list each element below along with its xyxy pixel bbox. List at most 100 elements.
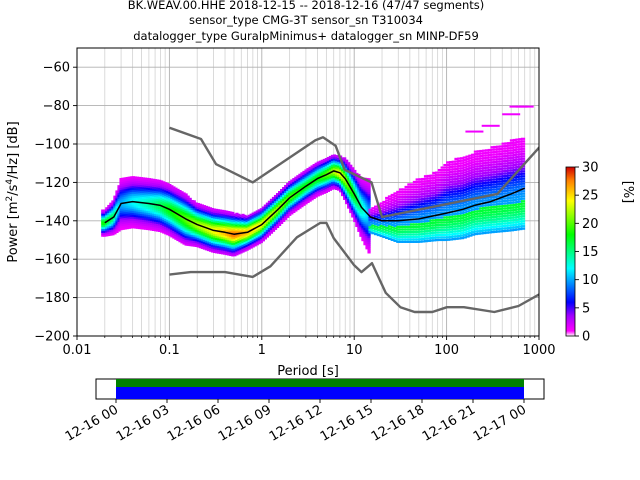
psd-cell [113,199,117,202]
psd-cell [476,155,481,158]
psd-cell [271,225,276,228]
psd-cell [498,205,503,208]
psd-cell [139,209,143,213]
psd-cell [206,223,211,227]
psd-cell [131,204,135,208]
psd-cell [113,203,117,206]
psd-cell [233,246,237,249]
psd-cell [509,174,515,177]
psd-cell [382,228,387,231]
psd-cell [498,160,503,163]
psd-cell [137,176,141,180]
psd-cell [111,206,115,209]
psd-cell [267,233,272,236]
psd-cell [347,167,351,171]
time-tick-label: 12-16 12 [267,402,325,444]
psd-cell [145,210,150,213]
psd-cell [479,199,484,203]
psd-cell [221,221,225,224]
psd-cell [160,182,164,185]
psd-cell [345,171,349,174]
psd-cell [212,223,217,227]
psd-cell [487,206,492,209]
psd-cell [182,200,186,203]
psd-cell [131,210,135,214]
psd-cell [263,225,267,228]
psd-cell [204,225,209,228]
psd-cell [423,225,429,228]
psd-cell [180,193,184,196]
psd-cell [465,220,470,223]
psd-cell [156,202,160,205]
psd-cell [190,213,194,216]
psd-cell [251,243,255,246]
psd-cell [217,213,221,216]
psd-cell [316,167,320,170]
psd-cell [156,206,160,209]
psd-cell [245,233,249,236]
psd-cell [501,175,506,178]
psd-cell [123,209,127,213]
psd-cell [421,210,426,213]
psd-cell [434,171,440,174]
psd-cell [162,210,166,213]
psd-cell [253,238,257,241]
psd-cell [135,197,139,201]
psd-cell [376,226,381,229]
psd-cell [243,214,247,218]
psd-cell [200,231,204,234]
psd-cell [135,186,139,189]
psd-cell [507,152,512,155]
psd-cell [421,230,426,233]
psd-cell [184,220,188,223]
psd-cell [243,230,247,233]
psd-cell [520,205,526,208]
psd-cell [482,216,487,220]
psd-cell [479,149,484,153]
psd-cell [361,190,365,194]
psd-cell [459,232,465,235]
psd-cell [448,230,454,234]
psd-cell [412,190,418,194]
psd-cell [332,187,337,190]
psd-cell [448,173,454,176]
psd-cell [172,205,176,208]
psd-cell [245,229,249,232]
psd-cell [214,245,219,248]
psd-cell [282,198,286,201]
psd-cell [253,236,257,239]
psd-cell [310,186,314,189]
psd-cell [482,196,487,200]
psd-cell [300,176,304,179]
psd-cell [336,178,341,182]
psd-cell [459,207,465,210]
psd-lines [104,126,539,314]
psd-cell [518,165,523,168]
psd-cell [280,217,284,221]
psd-cell [324,163,328,167]
psd-cell [355,209,359,212]
psd-cell [306,196,310,200]
psd-cell [227,214,231,218]
psd-cell [184,227,188,231]
psd-cell [257,213,261,216]
psd-cell [512,176,517,179]
psd-cell [359,217,363,220]
psd-cell [166,200,170,203]
psd-cell [361,202,365,205]
psd-cell [328,180,333,184]
psd-cell [273,219,278,223]
psd-cell [359,207,363,210]
psd-cell [103,232,107,235]
psd-cell [137,203,141,207]
psd-cell [121,225,125,228]
psd-cell [504,152,509,155]
psd-cell [351,203,355,207]
psd-cell [347,204,351,207]
psd-cell [247,222,251,225]
psd-cell [202,230,206,233]
psd-cell [286,184,290,188]
psd-cell [253,244,257,247]
psd-cell [280,206,284,209]
psd-cell [194,208,198,211]
